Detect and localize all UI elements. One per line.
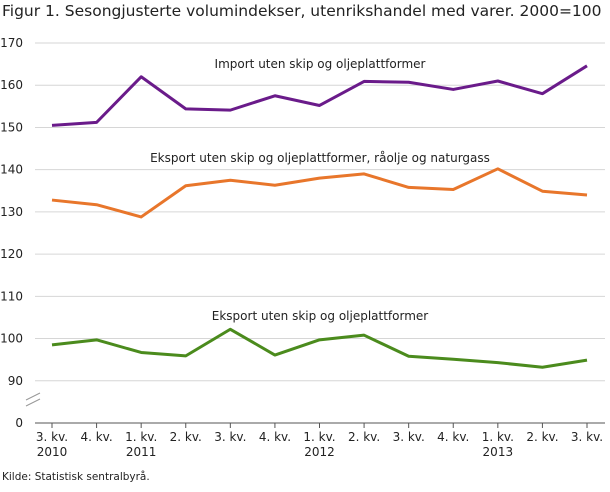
x-tick-label: 4. kv. <box>437 430 469 444</box>
x-tick-label: 2. kv. <box>348 430 380 444</box>
y-tick-label: 150 <box>0 120 23 134</box>
y-tick-label: 0 <box>15 416 23 430</box>
x-tick-label: 3. kv. <box>571 430 603 444</box>
x-tick-label: 4. kv. <box>259 430 291 444</box>
y-tick-label: 120 <box>0 247 23 261</box>
x-tick-label: 1. kv. 2011 <box>125 430 157 459</box>
y-tick-label: 90 <box>8 374 23 388</box>
y-tick-label: 160 <box>0 78 23 92</box>
series-line <box>51 167 588 219</box>
x-tick-label: 3. kv. <box>393 430 425 444</box>
axis-break <box>25 392 41 407</box>
x-tick-label: 2. kv. <box>170 430 202 444</box>
x-tick-label: 1. kv. 2013 <box>482 430 514 459</box>
y-tick-label: 100 <box>0 332 23 346</box>
series-line <box>51 327 588 369</box>
source: Kilde: Statistisk sentralbyrå. <box>2 470 150 483</box>
series-label: Eksport uten skip og oljeplattformer <box>212 309 429 323</box>
chart-title: Figur 1. Sesongjusterte volumindekser, u… <box>2 2 602 20</box>
x-tick-label: 2. kv. <box>526 430 558 444</box>
x-tick-label: 4. kv. <box>80 430 112 444</box>
y-tick-label: 140 <box>0 163 23 177</box>
x-tick-label: 3. kv. <box>214 430 246 444</box>
x-tick-label: 3. kv. 2010 <box>36 430 68 459</box>
y-tick-label: 110 <box>0 289 23 303</box>
y-tick-label: 130 <box>0 205 23 219</box>
y-tick-label: 170 <box>0 36 23 50</box>
series-line <box>51 64 588 127</box>
series-label: Import uten skip og oljeplattformer <box>215 57 426 71</box>
series-label: Eksport uten skip og oljeplattformer, rå… <box>150 151 490 165</box>
x-tick-label: 1. kv. 2012 <box>303 430 335 459</box>
